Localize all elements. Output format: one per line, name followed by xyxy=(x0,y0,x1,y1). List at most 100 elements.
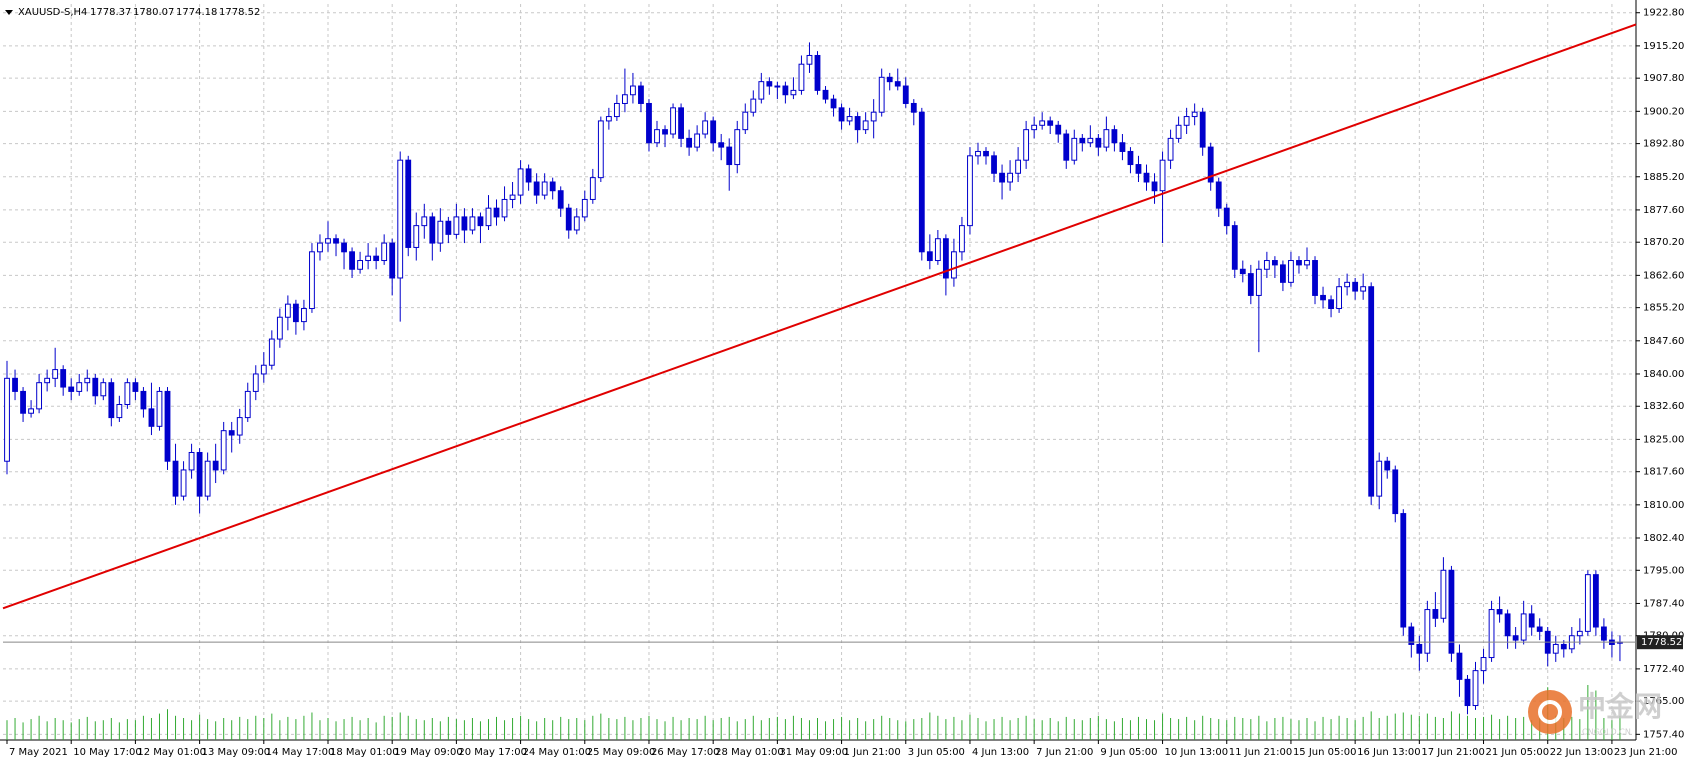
candle-body xyxy=(188,451,195,471)
candle-body xyxy=(36,382,43,410)
candle-body xyxy=(1512,635,1519,641)
candle-body xyxy=(1127,150,1134,166)
candle-body xyxy=(1384,460,1391,471)
candle-body xyxy=(148,408,155,427)
candle-body xyxy=(244,390,251,419)
candle-body xyxy=(461,216,468,231)
candle-body xyxy=(967,155,973,227)
candle-body xyxy=(565,207,572,231)
candle-body xyxy=(204,460,211,497)
y-tick-label: 1832.60 xyxy=(1643,401,1684,412)
candle-body xyxy=(1464,678,1471,707)
candle-body xyxy=(509,194,516,200)
candle-body xyxy=(1424,609,1431,654)
candle-body xyxy=(894,81,901,87)
candle-body xyxy=(702,120,709,135)
candle-body xyxy=(926,251,933,262)
candle-body xyxy=(1111,129,1118,144)
candle-body xyxy=(718,142,725,148)
candle-body xyxy=(1055,124,1062,135)
x-tick-label: 25 May 09:00 xyxy=(587,747,656,758)
candle-body xyxy=(1015,159,1022,174)
candle-body xyxy=(437,220,444,244)
x-tick-label: 7 Jun 21:00 xyxy=(1036,747,1093,758)
candle-body xyxy=(878,76,885,113)
candle-body xyxy=(1448,569,1455,654)
y-tick-label: 1847.60 xyxy=(1643,336,1684,347)
candle-body xyxy=(581,198,588,218)
candle-body xyxy=(670,107,676,135)
candle-body xyxy=(333,238,339,244)
y-tick-label: 1802.40 xyxy=(1643,533,1684,544)
candle-body xyxy=(1271,260,1278,266)
candle-body xyxy=(975,150,981,157)
low-value: 1774.18 xyxy=(176,7,217,18)
candle-body xyxy=(1239,268,1246,275)
candle-body xyxy=(485,207,492,227)
y-tick-label: 1795.00 xyxy=(1643,565,1684,576)
candle-body xyxy=(541,181,548,196)
candle-body xyxy=(1496,609,1503,615)
candle-body xyxy=(613,102,620,118)
candle-body xyxy=(52,369,59,379)
candle-body xyxy=(597,120,604,179)
candle-body xyxy=(1536,626,1543,632)
candle-body xyxy=(84,377,91,384)
candle-body xyxy=(1215,181,1222,209)
y-tick-label: 1787.40 xyxy=(1643,598,1684,609)
candle-body xyxy=(1159,159,1166,192)
menu-arrow[interactable] xyxy=(5,10,13,15)
candle-body xyxy=(501,198,508,218)
candle-body xyxy=(942,238,949,279)
candle-body xyxy=(116,404,123,419)
x-tick-label: 21 Jun 05:00 xyxy=(1486,747,1550,758)
x-tick-label: 18 May 01:00 xyxy=(330,747,399,758)
candle-body xyxy=(646,102,652,144)
candle-body xyxy=(1408,626,1415,645)
candle-body xyxy=(838,107,845,122)
open-value: 1778.37 xyxy=(90,7,131,18)
candle-body xyxy=(630,85,636,96)
candle-body xyxy=(76,382,83,392)
candle-body xyxy=(774,85,781,88)
y-tick-label: 1817.60 xyxy=(1643,467,1684,478)
candle-body xyxy=(605,116,612,122)
candle-body xyxy=(341,242,347,253)
candle-body xyxy=(621,94,628,104)
candle-body xyxy=(1183,116,1190,126)
candle-body xyxy=(1592,574,1599,628)
candle-body xyxy=(1520,613,1527,641)
candle-body xyxy=(1263,260,1270,270)
candle-body xyxy=(910,102,917,113)
candle-body xyxy=(228,430,235,436)
candle-body xyxy=(381,242,388,262)
y-tick-label: 1900.20 xyxy=(1643,106,1684,117)
candle-body xyxy=(1440,569,1447,619)
candle-body xyxy=(429,216,436,244)
candle-body xyxy=(1223,207,1230,227)
candle-body xyxy=(694,133,701,148)
x-tick-label: 11 Jun 21:00 xyxy=(1229,747,1293,758)
x-tick-label: 26 May 17:00 xyxy=(651,747,720,758)
x-tick-label: 23 Jun 21:00 xyxy=(1614,747,1678,758)
candle-body xyxy=(325,238,331,244)
candle-body xyxy=(1472,670,1479,707)
candle-body xyxy=(766,81,773,87)
watermark-name: 中金网 xyxy=(1578,690,1662,723)
candle-body xyxy=(1167,137,1174,161)
candle-body xyxy=(734,129,741,166)
candle-body xyxy=(236,417,243,436)
watermark-logo xyxy=(1528,690,1572,734)
y-tick-label: 1907.80 xyxy=(1643,73,1684,84)
candle-body xyxy=(517,168,524,196)
candle-body xyxy=(493,207,500,218)
candle-body xyxy=(1119,142,1126,152)
candle-body xyxy=(726,146,733,166)
candle-body xyxy=(991,155,997,174)
candle-body xyxy=(164,390,171,462)
candle-body xyxy=(301,308,307,323)
candle-body xyxy=(172,460,179,497)
y-tick-label: 1855.20 xyxy=(1643,303,1684,314)
candle-body xyxy=(1344,281,1351,288)
candle-body xyxy=(445,220,452,235)
